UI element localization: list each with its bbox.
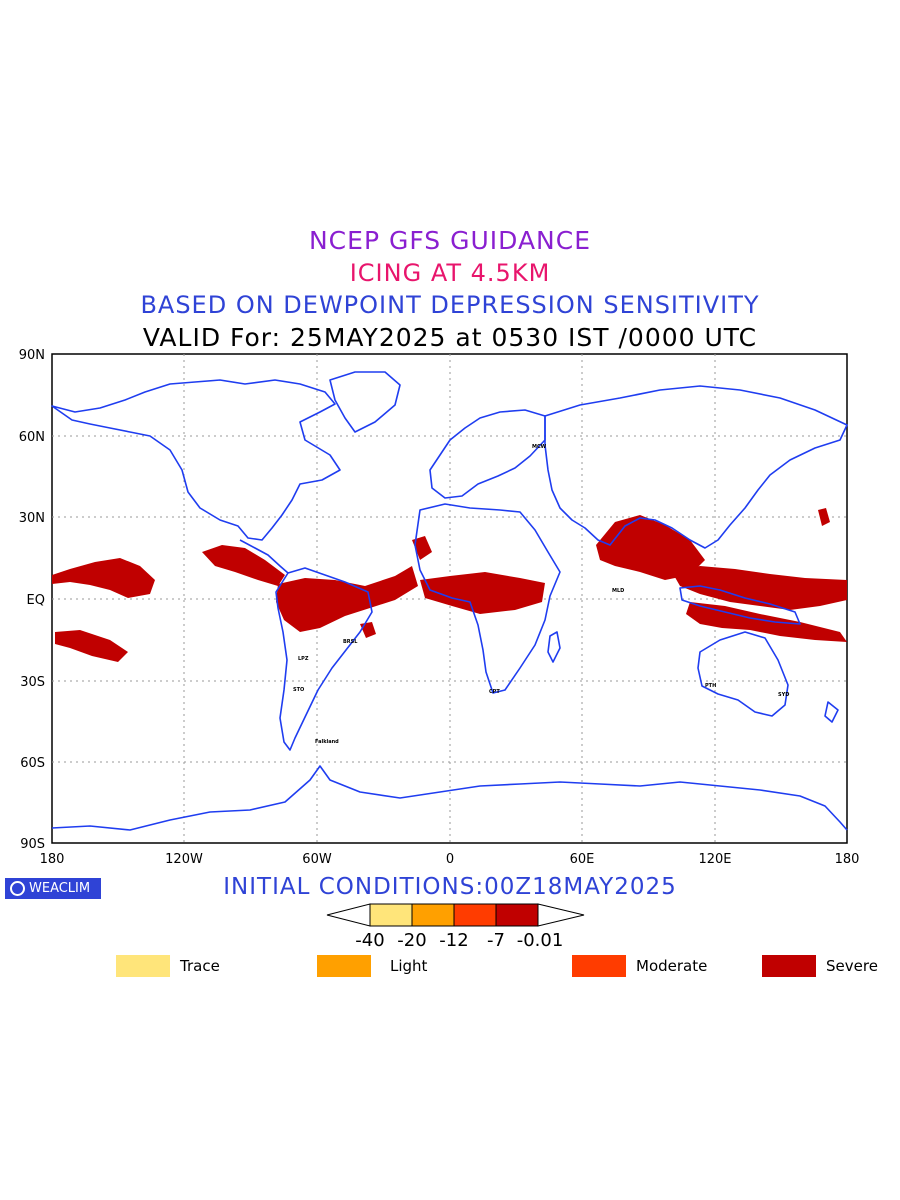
city-label-syd: SYD: [778, 692, 789, 698]
lon-label: 0: [446, 852, 454, 867]
icing-area-south-pacific: [55, 630, 128, 662]
lat-label: 30N: [19, 511, 45, 526]
icing-area-maritime-continent: [672, 566, 847, 610]
title-method: BASED ON DEWPOINT DEPRESSION SENSITIVITY: [140, 291, 760, 319]
lat-label: 30S: [20, 675, 45, 690]
coast-central-america: [239, 539, 289, 574]
legend-label-severe: Severe: [826, 957, 878, 975]
colorbar-left-arrow: [326, 903, 371, 927]
icing-area-africa: [420, 572, 545, 614]
lat-label: EQ: [27, 593, 45, 608]
coast-north-america: [51, 379, 341, 541]
colorbar-tick: -12: [439, 930, 468, 951]
severe-icing-areas: [52, 508, 847, 662]
coast-asia: [544, 385, 848, 549]
coast-south-america: [275, 567, 373, 751]
lon-label: 60W: [302, 852, 332, 867]
icing-area-south-america: [276, 566, 418, 632]
lat-label: 60N: [19, 430, 45, 445]
icing-area-northwest-pacific: [818, 508, 830, 526]
weaclim-logo-text: WEACLIM: [29, 881, 91, 896]
initial-conditions: INITIAL CONDITIONS:00Z18MAY2025: [223, 874, 677, 900]
legend-swatch-moderate: [572, 955, 626, 977]
lon-label: 120W: [165, 852, 203, 867]
city-label-sto: STO: [293, 687, 304, 693]
lon-label: 180: [835, 852, 860, 867]
city-labels: Falkland BRSL LPZ STO CPT PTH SYD MCW ML…: [293, 444, 789, 745]
colorbar-tick: -40: [355, 930, 384, 951]
lat-axis-labels: 90N 60N 30N EQ 30S 60S 90S: [19, 348, 45, 852]
weaclim-logo-badge: WEACLIM: [5, 878, 101, 899]
lat-label: 90N: [19, 348, 45, 363]
icing-area-south-asia: [596, 515, 705, 580]
coast-madagascar: [547, 631, 561, 663]
colorbar-tick: -0.01: [517, 930, 564, 951]
icing-area-north-pacific: [52, 558, 155, 598]
legend-label-trace: Trace: [180, 957, 220, 975]
legend-swatch-trace: [116, 955, 170, 977]
title-guidance: NCEP GFS GUIDANCE: [308, 226, 591, 255]
colorbar-tick: -20: [397, 930, 426, 951]
colorbar-severe-box: [495, 903, 539, 927]
city-label-cpt: CPT: [489, 689, 500, 695]
coast-greenland: [329, 371, 401, 433]
title-icing-level: ICING AT 4.5KM: [349, 259, 551, 287]
city-label-lpz: LPZ: [298, 656, 309, 662]
city-label-mld: MLD: [612, 588, 624, 594]
coastlines: [51, 371, 848, 831]
icing-area-east-africa: [412, 536, 432, 560]
colorbar-trace-box: [369, 903, 413, 927]
coast-africa: [414, 503, 561, 694]
city-label-falkland: Falkland: [315, 739, 339, 745]
icing-area-central-america: [202, 545, 285, 586]
legend-swatch-light: [317, 955, 371, 977]
coast-indonesia: [679, 585, 801, 625]
lon-label: 180: [40, 852, 65, 867]
lon-label: 60E: [570, 852, 595, 867]
lon-label: 120E: [698, 852, 731, 867]
city-label-brsl: BRSL: [343, 639, 358, 645]
city-label-mcw: MCW: [532, 444, 547, 450]
coast-australia: [697, 631, 789, 717]
lat-label: 90S: [20, 837, 45, 852]
lon-axis-labels: 180 120W 60W 0 60E 120E 180: [40, 852, 860, 867]
coast-antarctica: [51, 765, 848, 831]
lat-label: 60S: [20, 756, 45, 771]
colorbar-right-arrow: [537, 903, 585, 927]
title-valid-time: VALID For: 25MAY2025 at 0530 IST /0000 U…: [142, 323, 758, 352]
coast-new-zealand: [824, 701, 839, 723]
legend-swatch-severe: [762, 955, 816, 977]
colorbar: -40 -20 -12 -7 -0.01: [326, 903, 585, 951]
weaclim-logo-icon: [10, 881, 25, 896]
colorbar-moderate-box: [453, 903, 497, 927]
colorbar-tick: -7: [487, 930, 505, 951]
colorbar-light-box: [411, 903, 455, 927]
legend-label-moderate: Moderate: [636, 957, 708, 975]
city-label-pth: PTH: [705, 683, 716, 689]
legend-label-light: Light: [390, 957, 428, 975]
